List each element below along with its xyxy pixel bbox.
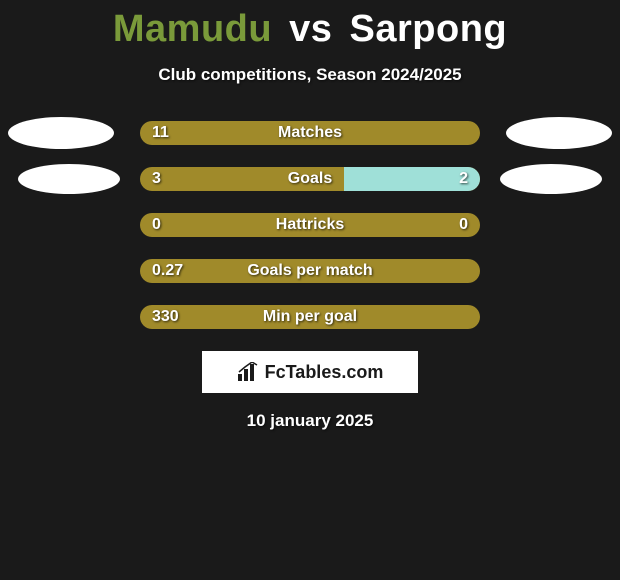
stat-value-right: 0	[459, 216, 468, 234]
stat-rows: 11 Matches 3 Goals 2 0 Hattricks 0	[0, 121, 620, 329]
stat-row: 0 Hattricks 0	[0, 213, 620, 237]
vs-text: vs	[289, 8, 332, 50]
player1-name: Mamudu	[113, 8, 272, 50]
player1-avatar	[8, 117, 114, 149]
stat-label: Hattricks	[276, 216, 344, 234]
stat-label: Goals per match	[247, 262, 372, 280]
stat-value-left: 3	[152, 170, 161, 188]
stat-row: 11 Matches	[0, 121, 620, 145]
player1-avatar	[18, 164, 120, 194]
stat-bar: 0.27 Goals per match	[140, 259, 480, 283]
stat-row: 0.27 Goals per match	[0, 259, 620, 283]
stat-label: Min per goal	[263, 308, 357, 326]
stat-bar: 3 Goals 2	[140, 167, 480, 191]
stat-value-left: 0.27	[152, 262, 183, 280]
player2-name: Sarpong	[350, 8, 508, 50]
page-title: Mamudu vs Sarpong	[0, 0, 620, 51]
stat-value-left: 330	[152, 308, 179, 326]
player2-avatar	[500, 164, 602, 194]
stat-value-left: 0	[152, 216, 161, 234]
logo-text: FcTables.com	[265, 362, 384, 383]
subtitle: Club competitions, Season 2024/2025	[0, 65, 620, 85]
stat-row: 3 Goals 2	[0, 167, 620, 191]
stat-value-right: 2	[459, 170, 468, 188]
logo-box: FcTables.com	[202, 351, 418, 393]
bar-chart-icon	[237, 362, 259, 382]
stat-bar: 11 Matches	[140, 121, 480, 145]
stat-bar: 0 Hattricks 0	[140, 213, 480, 237]
stat-value-left: 11	[152, 124, 169, 142]
stat-bar: 330 Min per goal	[140, 305, 480, 329]
player2-avatar	[506, 117, 612, 149]
stat-row: 330 Min per goal	[0, 305, 620, 329]
date-text: 10 january 2025	[0, 411, 620, 431]
comparison-card: Mamudu vs Sarpong Club competitions, Sea…	[0, 0, 620, 431]
stat-label: Goals	[288, 170, 332, 188]
stat-label: Matches	[278, 124, 342, 142]
